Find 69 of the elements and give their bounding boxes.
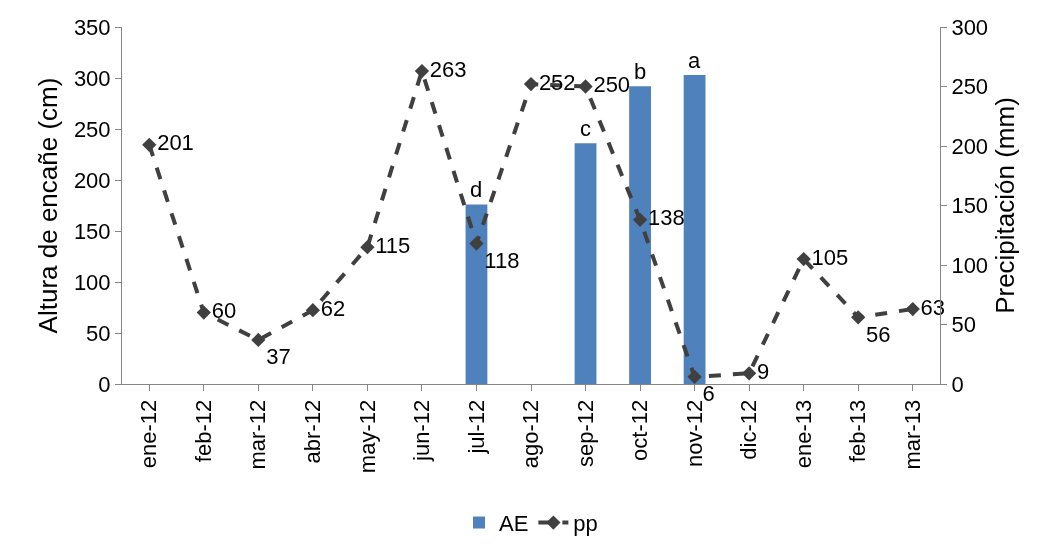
legend-label: AE	[499, 511, 529, 537]
point	[305, 303, 321, 318]
x-tick-label: ene-13	[790, 399, 816, 469]
point	[905, 301, 920, 317]
x-tick-label: oct-12	[627, 399, 653, 461]
y-tick-label: 200	[73, 167, 111, 193]
y-tick-label: 250	[73, 116, 111, 142]
y2-tick-label: 250	[951, 74, 989, 100]
data-label: 63	[920, 294, 946, 320]
bar	[574, 143, 597, 384]
x-tick-label: mar-13	[899, 399, 925, 470]
x-tick-label: may-12	[354, 399, 380, 474]
data-label: 201	[157, 130, 194, 156]
x-tick-label: feb-12	[190, 399, 216, 463]
point	[687, 369, 702, 385]
data-label: 60	[211, 298, 237, 324]
point	[851, 310, 866, 325]
y-tick-label: 150	[73, 218, 111, 244]
point	[632, 212, 648, 227]
y2-axis-title: Precipitación (mm)	[989, 97, 1020, 314]
y-tick-label: 0	[98, 371, 111, 397]
y2-tick-label: 100	[951, 252, 989, 278]
data-label: 62	[320, 295, 346, 321]
x-tick-label: mar-12	[245, 399, 271, 470]
data-label: 6	[702, 381, 715, 407]
y-axis-title: Altura de encañe (cm)	[33, 77, 64, 334]
bar	[629, 86, 651, 384]
data-label: 56	[866, 321, 891, 347]
y2-tick-label: 50	[951, 312, 976, 338]
y-tick-label: 100	[73, 269, 111, 295]
data-label: 9	[757, 358, 770, 384]
y2-tick-label: 200	[951, 133, 989, 159]
annotation: c	[580, 116, 591, 141]
point	[796, 251, 811, 267]
point	[142, 137, 157, 152]
y2-tick-label: 0	[951, 371, 964, 397]
bar	[465, 204, 488, 384]
point	[523, 76, 539, 92]
annotation: a	[688, 48, 701, 73]
point	[578, 79, 593, 94]
x-tick-label: jul-12	[463, 399, 489, 455]
annotation: d	[470, 177, 483, 202]
point	[741, 366, 757, 381]
legend-label: pp	[573, 511, 598, 537]
data-label: 250	[593, 72, 631, 97]
x-tick-label: jun-12	[409, 399, 435, 462]
x-tick-label: ene-12	[136, 399, 162, 469]
y-tick-label: 50	[86, 320, 111, 346]
y2-tick-label: 300	[951, 14, 989, 40]
x-tick-label: sep-12	[572, 399, 598, 468]
point	[251, 332, 266, 348]
point	[414, 63, 430, 79]
x-tick-label: abr-12	[300, 399, 326, 464]
data-label: 37	[266, 344, 291, 370]
y2-tick-label: 150	[951, 193, 989, 219]
data-label: 263	[429, 56, 467, 82]
y-tick-label: 300	[73, 65, 111, 91]
data-label: 252	[538, 69, 576, 95]
y-tick-label: 350	[73, 14, 111, 40]
bar	[683, 74, 706, 384]
x-tick-label: ago-12	[518, 399, 544, 469]
point	[469, 236, 484, 251]
data-label: 105	[811, 244, 849, 270]
annotation: b	[634, 59, 647, 84]
x-tick-label: dic-12	[736, 399, 762, 460]
point	[360, 240, 375, 255]
x-tick-label: feb-13	[845, 399, 871, 463]
point	[196, 305, 211, 320]
data-label: 115	[375, 232, 411, 258]
